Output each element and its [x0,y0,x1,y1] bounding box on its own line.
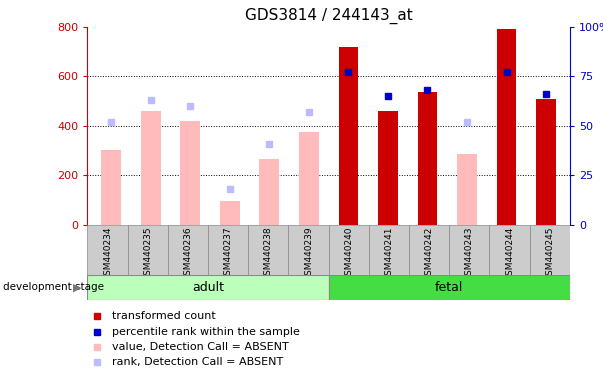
Bar [288,225,329,275]
Text: GSM440236: GSM440236 [183,226,192,281]
Text: GSM440235: GSM440235 [144,226,152,281]
Bar [536,99,556,225]
Text: GSM440238: GSM440238 [264,226,273,281]
Bar [220,201,239,225]
Text: GSM440240: GSM440240 [344,226,353,281]
Text: GSM440243: GSM440243 [465,226,474,281]
Text: adult: adult [192,281,224,294]
Text: GSM440245: GSM440245 [545,226,554,281]
Text: GSM440234: GSM440234 [103,226,112,281]
Bar [168,225,208,275]
Text: GSM440237: GSM440237 [224,226,233,281]
Bar [418,93,437,225]
Bar [329,225,369,275]
Bar [449,225,490,275]
Bar [457,154,477,225]
Text: ▶: ▶ [73,282,81,293]
Bar [180,121,200,225]
Bar [490,225,529,275]
Bar [128,225,168,275]
Bar [378,111,398,225]
Bar [248,225,288,275]
Text: GSM440242: GSM440242 [425,226,434,281]
Bar [338,47,358,225]
Title: GDS3814 / 244143_at: GDS3814 / 244143_at [245,8,412,24]
Bar [369,225,409,275]
Bar [497,29,516,225]
Text: GSM440241: GSM440241 [385,226,393,281]
Text: rank, Detection Call = ABSENT: rank, Detection Call = ABSENT [112,358,283,367]
Bar [409,225,449,275]
Bar [87,225,128,275]
Text: transformed count: transformed count [112,311,215,321]
Text: GSM440239: GSM440239 [304,226,313,281]
Text: development stage: development stage [3,282,104,293]
Text: fetal: fetal [435,281,464,294]
Bar [329,275,570,300]
Bar [529,225,570,275]
Bar [208,225,248,275]
Text: GSM440244: GSM440244 [505,226,514,281]
Bar [141,111,160,225]
Bar [87,275,329,300]
Bar [299,132,319,225]
Text: percentile rank within the sample: percentile rank within the sample [112,327,300,337]
Bar [259,159,279,225]
Bar [101,151,121,225]
Text: value, Detection Call = ABSENT: value, Detection Call = ABSENT [112,342,288,352]
